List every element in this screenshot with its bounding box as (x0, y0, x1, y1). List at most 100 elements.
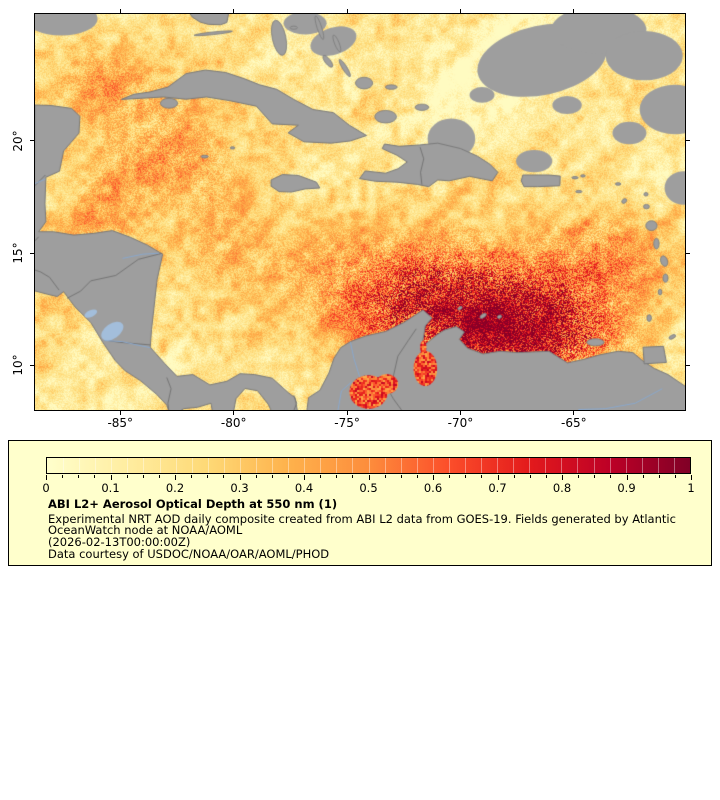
colorbar-major-tick (46, 475, 47, 480)
legend-title: ABI L2+ Aerosol Optical Depth at 550 nm … (48, 497, 338, 511)
colorbar-segment-divider (657, 458, 659, 473)
colorbar-minor-tick (384, 475, 386, 478)
colorbar-minor-tick (400, 475, 402, 478)
colorbar-segment-divider (561, 458, 563, 473)
y-axis-tick (30, 252, 34, 254)
x-axis-tick-label: -75° (334, 416, 360, 430)
colorbar-segment-divider (79, 458, 81, 473)
colorbar-tick-label: 0.9 (617, 481, 636, 495)
colorbar-segment-divider (432, 458, 434, 473)
colorbar-minor-tick (352, 475, 354, 478)
x-axis-tick (573, 411, 575, 415)
colorbar-major-tick (368, 475, 370, 480)
colorbar-tick-label: 0 (42, 481, 50, 495)
colorbar-major-tick (239, 475, 241, 480)
colorbar-major-tick (433, 475, 434, 480)
colorbar-minor-tick (336, 475, 338, 478)
colorbar-minor-tick (545, 475, 547, 478)
colorbar-major-tick (562, 475, 563, 480)
colorbar-minor-tick (320, 475, 322, 478)
colorbar-tick-label: 0.2 (165, 481, 185, 495)
x-axis-tick (346, 9, 348, 13)
colorbar-minor-tick (158, 475, 160, 478)
colorbar-segment-divider (352, 458, 354, 473)
colorbar-minor-tick (513, 475, 515, 478)
colorbar-segment-divider (481, 458, 483, 473)
colorbar-minor-tick (255, 475, 257, 478)
colorbar-minor-tick (529, 475, 531, 478)
colorbar-segment-divider (191, 458, 193, 473)
colorbar-minor-tick (62, 475, 64, 478)
colorbar-tick-label: 0.7 (488, 481, 507, 495)
colorbar-tick-label: 0.5 (359, 481, 378, 495)
colorbar-segment-divider (625, 458, 627, 473)
colorbar-tick-label: 0.4 (294, 481, 314, 495)
x-axis-tick (573, 9, 575, 13)
map-frame (34, 13, 686, 411)
colorbar-segment-divider (609, 458, 611, 473)
legend-text-line: OceanWatch node at NOAA/AOML (48, 523, 243, 537)
colorbar-tick-label: 0.3 (230, 481, 249, 495)
y-axis-tick (30, 140, 34, 142)
colorbar-major-tick (175, 475, 176, 480)
colorbar-segment-divider (673, 458, 675, 473)
colorbar-minor-tick (594, 475, 596, 478)
x-axis-tick-label: -65° (561, 416, 587, 430)
colorbar-segment-divider (368, 458, 370, 473)
colorbar-segment-divider (304, 458, 306, 473)
legend-text-line: Experimental NRT AOD daily composite cre… (48, 512, 676, 526)
y-axis-tick (686, 252, 690, 254)
colorbar-segment-divider (288, 458, 290, 473)
colorbar-tick-label: 0.1 (101, 481, 120, 495)
colorbar-segment-divider (223, 458, 225, 473)
colorbar-minor-tick (674, 475, 676, 478)
y-axis-tick-label: 20° (11, 130, 25, 152)
colorbar-segment-divider (111, 458, 113, 473)
colorbar-major-tick (304, 475, 305, 480)
colorbar-segment-divider (127, 458, 129, 473)
colorbar-segment-divider (95, 458, 97, 473)
colorbar-major-tick (691, 475, 692, 480)
colorbar-minor-tick (416, 475, 418, 478)
colorbar-segment-divider (448, 458, 450, 473)
colorbar-segment-divider (143, 458, 145, 473)
legend-text-line: Data courtesy of USDOC/NOAA/OAR/AOML/PHO… (48, 547, 330, 561)
y-axis-tick-label: 10° (11, 354, 25, 376)
colorbar-tick-label: 0.6 (423, 481, 443, 495)
colorbar-segment-divider (175, 458, 177, 473)
colorbar-segment-divider (384, 458, 386, 473)
colorbar-minor-tick (271, 475, 273, 478)
x-axis-tick (459, 411, 461, 415)
x-axis-tick-label: -70° (447, 416, 474, 430)
colorbar-segment-divider (239, 458, 241, 473)
y-axis-tick-label: 15° (11, 242, 25, 264)
colorbar-minor-tick (207, 475, 209, 478)
colorbar-segment-divider (641, 458, 643, 473)
x-axis-tick (233, 9, 235, 13)
colorbar-minor-tick (191, 475, 193, 478)
colorbar-segment-divider (545, 458, 547, 473)
y-axis-tick (686, 364, 690, 366)
colorbar-minor-tick (465, 475, 467, 478)
colorbar-major-tick (110, 475, 112, 480)
colorbar-segment-divider (497, 458, 499, 473)
x-axis-tick (233, 411, 235, 415)
x-axis-tick-label: -85° (107, 416, 134, 430)
colorbar-minor-tick (223, 475, 225, 478)
colorbar-minor-tick (610, 475, 612, 478)
x-axis-tick (119, 411, 121, 415)
y-axis-tick (686, 140, 690, 142)
x-axis-tick (346, 411, 348, 415)
x-axis-tick-label: -80° (220, 416, 247, 430)
legend-text-line: (2026-02-13T00:00:00Z) (48, 535, 191, 549)
colorbar-minor-tick (142, 475, 144, 478)
aod-map-canvas (35, 14, 685, 410)
colorbar-segment-divider (207, 458, 209, 473)
colorbar-minor-tick (94, 475, 96, 478)
colorbar-minor-tick (578, 475, 580, 478)
colorbar-segment-divider (159, 458, 161, 473)
colorbar-segment-divider (513, 458, 515, 473)
colorbar-segment-divider (416, 458, 418, 473)
colorbar (46, 457, 691, 474)
